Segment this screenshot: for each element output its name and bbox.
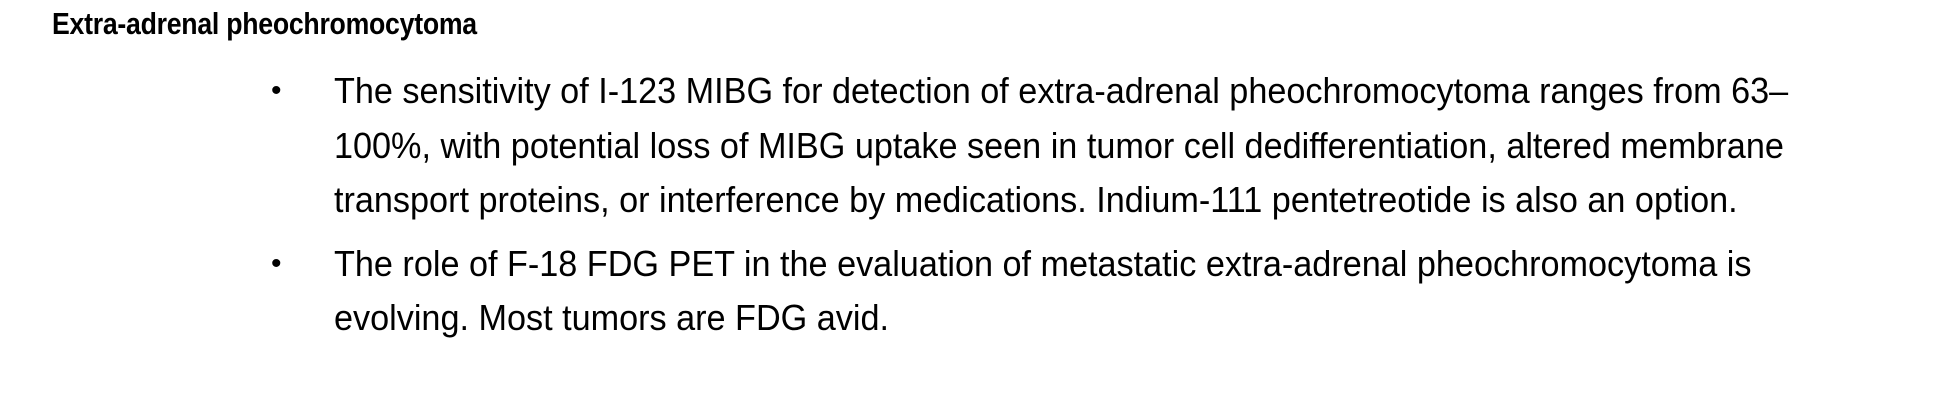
bullet-text: The role of F-18 FDG PET in the evaluati… [334,242,1752,339]
list-item: • The sensitivity of I-123 MIBG for dete… [0,64,1956,228]
section-heading: Extra-adrenal pheochromocytoma [52,6,477,41]
list-item: • The role of F-18 FDG PET in the evalua… [0,237,1956,346]
bullet-marker: • [271,74,282,107]
bullet-text: The sensitivity of I-123 MIBG for detect… [334,70,1789,220]
bullet-marker: • [271,246,282,280]
bullet-list: • The sensitivity of I-123 MIBG for dete… [0,64,1956,355]
